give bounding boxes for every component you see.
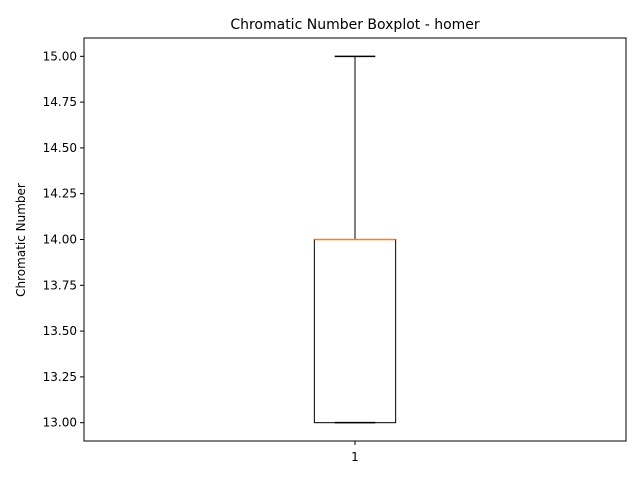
chart-title: Chromatic Number Boxplot - homer xyxy=(230,17,480,33)
y-axis-ticks: 13.00 13.25 13.50 13.75 14.00 14.25 14.50 14.75… xyxy=(43,49,84,430)
y-tick-label: 13.75 xyxy=(43,278,77,292)
y-tick-label: 13.25 xyxy=(43,370,77,384)
y-tick-label: 13.00 xyxy=(43,416,77,430)
y-tick-label: 14.00 xyxy=(43,233,77,247)
y-tick-label: 13.50 xyxy=(43,324,77,338)
box-group xyxy=(313,55,397,424)
y-tick-label: 14.50 xyxy=(43,141,77,155)
x-tick-label: 1 xyxy=(351,450,359,464)
x-axis-ticks: 1 xyxy=(351,441,359,464)
y-tick-label: 14.75 xyxy=(43,95,77,109)
plot-area-frame xyxy=(83,37,627,442)
y-axis-label: Chromatic Number xyxy=(14,183,28,297)
y-tick-label: 14.25 xyxy=(43,187,77,201)
y-tick-label: 15.00 xyxy=(43,49,77,63)
